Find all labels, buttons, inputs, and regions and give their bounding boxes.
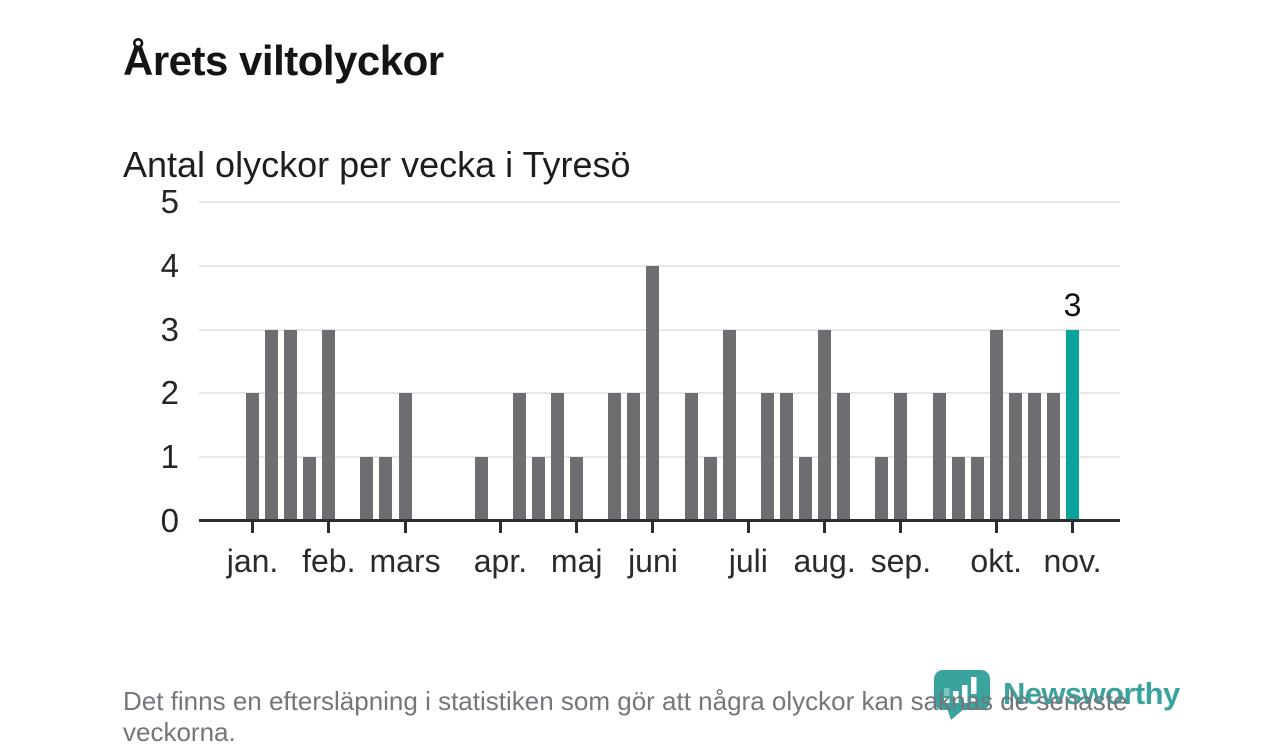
x-axis-tick bbox=[498, 521, 502, 533]
x-axis-month-label: sep. bbox=[870, 543, 932, 579]
bar bbox=[837, 393, 851, 521]
bar bbox=[608, 393, 622, 521]
bar bbox=[322, 329, 336, 521]
gridline bbox=[199, 328, 1120, 331]
bar bbox=[760, 393, 774, 521]
y-axis-tick-label: 1 bbox=[160, 438, 179, 476]
bar bbox=[627, 393, 641, 521]
x-axis-month-label: feb. bbox=[302, 543, 356, 579]
x-axis-month-label: jan. bbox=[226, 543, 279, 579]
bar bbox=[684, 393, 698, 521]
bar bbox=[646, 265, 660, 521]
y-axis-tick-label: 4 bbox=[160, 246, 179, 284]
bar bbox=[246, 393, 259, 521]
bar bbox=[379, 457, 393, 521]
x-axis-tick bbox=[1071, 521, 1074, 533]
bar bbox=[799, 457, 813, 521]
bar bbox=[532, 457, 546, 521]
y-axis-tick-label: 2 bbox=[160, 374, 179, 412]
x-axis-tick bbox=[746, 521, 750, 533]
bar bbox=[1046, 393, 1060, 521]
highlight-value-label: 3 bbox=[1063, 286, 1082, 323]
chart-subtitle: Antal olyckor per vecka i Tyresö bbox=[123, 143, 631, 185]
bar bbox=[398, 393, 412, 521]
bar bbox=[1027, 393, 1041, 521]
bar bbox=[474, 457, 488, 521]
bar bbox=[703, 457, 717, 521]
x-axis-line bbox=[199, 519, 1120, 522]
bar bbox=[1008, 393, 1022, 521]
x-axis-tick bbox=[899, 521, 903, 533]
x-axis-month-label: juni bbox=[628, 543, 678, 579]
bar bbox=[970, 457, 984, 521]
bar bbox=[875, 457, 889, 521]
bar bbox=[265, 329, 279, 521]
bar bbox=[1066, 329, 1079, 521]
footer-note: Det finns en eftersläpning i statistiken… bbox=[123, 686, 1128, 747]
newsworthy-logo: Newsworthy bbox=[933, 664, 1213, 720]
bar bbox=[284, 329, 298, 521]
x-axis-month-label: maj bbox=[550, 543, 603, 579]
newsworthy-wordmark: Newsworthy bbox=[1003, 676, 1180, 711]
x-axis-tick bbox=[251, 521, 254, 533]
x-axis-month-label: nov. bbox=[1043, 543, 1102, 579]
x-axis-tick bbox=[575, 521, 579, 533]
bar bbox=[779, 393, 793, 521]
gridline bbox=[199, 456, 1120, 459]
x-axis-month-label: juli bbox=[728, 543, 768, 579]
gridline bbox=[199, 201, 1120, 203]
y-axis-tick-label: 5 bbox=[160, 183, 179, 220]
x-axis-month-label: mars bbox=[369, 543, 441, 579]
x-axis-month-label: okt. bbox=[970, 543, 1022, 579]
bar bbox=[360, 457, 374, 521]
bar bbox=[722, 329, 736, 521]
bar bbox=[894, 393, 908, 521]
bar bbox=[512, 393, 526, 521]
bar bbox=[932, 393, 946, 521]
y-axis-tick-label: 3 bbox=[160, 310, 179, 348]
x-axis-tick bbox=[994, 521, 998, 533]
bar bbox=[551, 393, 565, 521]
bar bbox=[570, 457, 584, 521]
bar-chart-speech-bubble-icon bbox=[934, 670, 990, 720]
x-axis-tick bbox=[651, 521, 655, 533]
page-title: Årets viltolyckor bbox=[123, 37, 444, 85]
gridline bbox=[199, 392, 1120, 395]
bar bbox=[951, 457, 965, 521]
gridline bbox=[199, 264, 1120, 267]
bar bbox=[303, 457, 317, 521]
x-axis-month-label: apr. bbox=[473, 543, 528, 579]
x-axis-tick bbox=[327, 521, 331, 533]
x-axis-month-label: aug. bbox=[793, 543, 856, 579]
x-axis-tick bbox=[823, 521, 827, 533]
y-axis-tick-label: 0 bbox=[160, 502, 179, 539]
bar-chart-plot-area: 0 1 2 3 4 5 jan. feb. mars apr. maj juni juli aug. sep… bbox=[161, 185, 1120, 579]
x-axis-tick bbox=[403, 521, 407, 533]
bar bbox=[818, 329, 832, 521]
bar bbox=[989, 329, 1003, 521]
